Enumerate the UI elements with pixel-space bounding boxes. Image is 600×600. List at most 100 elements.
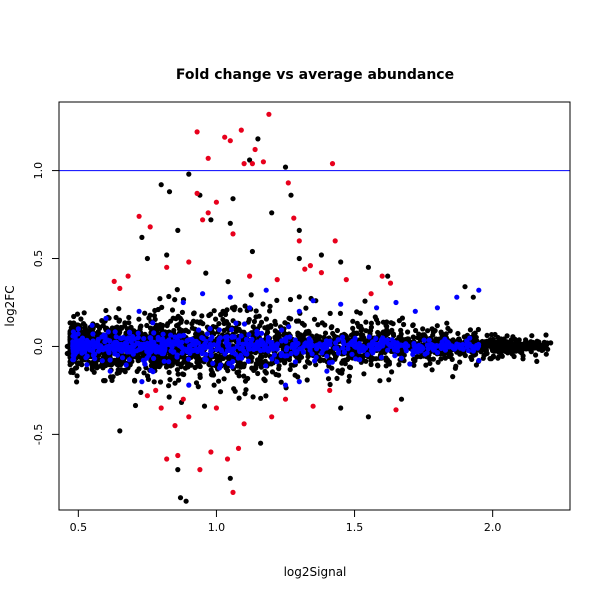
blue-point [84,362,90,368]
black-point [227,220,233,226]
blue-point [200,291,206,297]
black-point [276,372,282,378]
blue-point [263,363,269,369]
black-point [190,318,197,324]
black-point [221,376,227,382]
black-point [64,350,70,357]
blue-point [292,337,298,343]
black-point [178,354,184,360]
blue-point [417,348,423,354]
blue-point [139,379,145,385]
black-point [296,333,302,339]
black-point [534,340,540,346]
x-axis-label: log2Signal [284,565,347,579]
black-point [363,328,369,334]
blue-point [246,332,252,338]
black-point [411,335,417,341]
blue-point [135,334,141,341]
black-point [373,317,380,323]
black-point [415,335,421,341]
black-point [249,248,255,255]
blue-point [324,368,330,374]
black-point [292,372,298,378]
red-point [252,146,258,153]
blue-point [215,344,221,350]
blue-point [341,349,347,355]
black-point [286,315,292,321]
y-tick-label: 0.5 [32,250,45,268]
black-point [287,366,293,373]
black-point [342,361,348,367]
blue-point [319,350,325,356]
black-point [169,307,176,313]
black-point [534,358,540,364]
red-point [285,180,291,186]
black-point [122,320,128,326]
blue-point [245,358,251,364]
black-point [166,369,172,375]
blue-point [392,353,398,359]
black-point [486,343,492,349]
black-point [503,340,510,346]
blue-point [263,287,269,293]
black-point [413,327,419,334]
blue-point [357,357,363,363]
black-point [504,344,510,350]
black-point [242,303,248,309]
blue-point [222,334,229,340]
blue-point [207,326,213,332]
black-point [213,316,219,322]
blue-point [444,340,450,346]
red-point [327,387,333,393]
blue-point [284,335,290,341]
black-point [132,402,139,409]
blue-point [208,336,214,342]
black-point [444,320,450,326]
blue-point [254,331,260,337]
red-point [249,161,255,167]
black-point [199,313,205,319]
black-point [389,327,395,333]
black-point [338,405,344,411]
black-point [495,355,501,361]
blue-point [171,349,177,355]
black-point [447,328,453,334]
black-point [368,320,374,326]
red-point [144,393,150,399]
blue-point [113,334,119,340]
blue-point [200,335,206,342]
black-point [235,363,241,369]
black-point [216,378,222,384]
blue-point [426,337,432,343]
blue-point [197,345,203,351]
black-point [114,370,120,376]
red-point [186,259,192,265]
black-point [307,360,313,366]
blue-point [149,343,155,349]
blue-point [166,359,172,365]
black-point [263,393,269,399]
blue-point [289,344,295,350]
blue-point [431,347,437,353]
blue-point [424,342,430,348]
blue-point [139,343,145,349]
black-point [109,377,115,383]
black-point [77,360,83,367]
black-point [117,428,123,434]
black-point [231,386,237,392]
blue-point [71,357,77,363]
blue-point [231,346,237,352]
blue-point [454,294,460,300]
blue-point [107,338,113,344]
black-point [203,270,209,276]
red-point [368,291,374,297]
black-point [112,360,118,366]
black-point [472,330,478,336]
black-point [528,339,534,345]
black-point [71,313,77,320]
black-point [221,327,227,333]
black-point [157,296,163,302]
blue-point [163,342,169,349]
blue-point [314,343,320,350]
